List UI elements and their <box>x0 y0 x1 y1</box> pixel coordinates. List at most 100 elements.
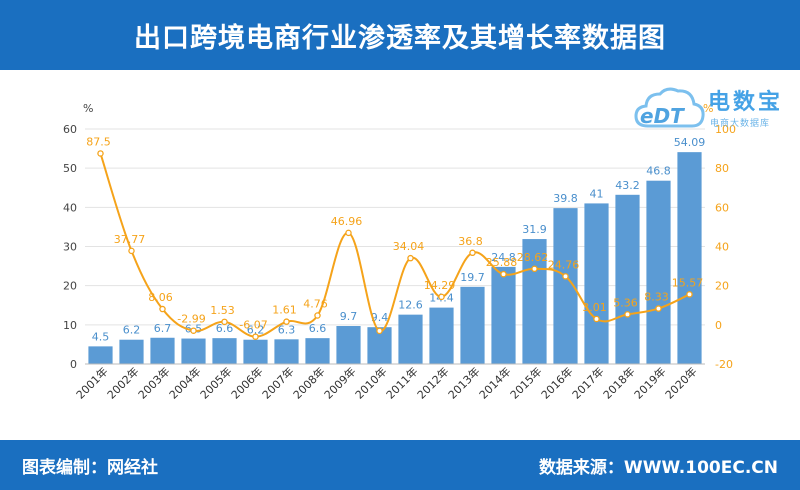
bar-value-label: 6.2 <box>247 324 265 337</box>
line-point <box>314 312 321 319</box>
logo-text-en: eDT <box>640 104 684 128</box>
line-point <box>686 291 693 298</box>
x-tick-label: 2006年 <box>228 364 265 401</box>
logo-text-cn: 电数宝 <box>708 90 784 115</box>
bar <box>522 239 547 364</box>
line-value-label: 8.33 <box>644 291 669 304</box>
bar-value-label: 9.7 <box>340 310 358 323</box>
line-point <box>283 318 290 325</box>
y-left-tick-label: 50 <box>63 162 77 175</box>
bar <box>460 286 485 364</box>
line-point <box>159 305 166 313</box>
bar <box>491 266 516 364</box>
cloud-icon <box>634 87 705 128</box>
line-point <box>128 247 135 255</box>
line-value-label: 25.88 <box>486 256 518 269</box>
bar <box>274 339 299 364</box>
line-value-label: -2.99 <box>177 313 205 326</box>
line-value-label: 5.36 <box>613 296 638 309</box>
x-tick-label: 2002年 <box>104 364 141 401</box>
line-value-label: 14.29 <box>424 279 456 292</box>
line-point <box>438 293 445 301</box>
x-tick-label: 2019年 <box>631 364 668 401</box>
line-point <box>469 249 476 257</box>
y-right-tick-label: 60 <box>715 201 729 214</box>
bar-value-label: 6.7 <box>154 322 172 335</box>
bar <box>336 326 361 364</box>
y-right-tick-label: 80 <box>715 162 729 175</box>
x-tick-label: 2017年 <box>569 364 606 401</box>
x-tick-label: 2003年 <box>135 364 172 401</box>
y-right-tick-label: 0 <box>715 319 722 332</box>
line-point <box>562 273 569 280</box>
line-point <box>531 265 538 273</box>
line-value-label: 36.8 <box>458 235 483 248</box>
line-point <box>190 327 197 334</box>
line-point <box>97 150 104 157</box>
line-point <box>624 311 631 318</box>
y-left-tick-label: 60 <box>63 123 77 136</box>
x-tick-label: 2020年 <box>662 364 699 401</box>
y-left-tick-label: 10 <box>63 319 77 332</box>
y-right-tick-label: 100 <box>715 123 736 136</box>
bar-value-label: 6.2 <box>123 324 141 337</box>
bar-value-label: 24.8 <box>491 251 516 264</box>
bar <box>119 339 144 364</box>
line-point <box>252 333 259 340</box>
line-value-label: 87.5 <box>86 135 111 148</box>
bar <box>150 337 175 364</box>
x-tick-label: 2014年 <box>476 364 513 401</box>
bar-value-label: 4.5 <box>92 330 110 343</box>
y-right-unit: % <box>703 102 713 115</box>
footer-source: 数据来源：WWW.100EC.CN <box>538 457 778 478</box>
bar <box>398 314 423 364</box>
line-value-label: 1.53 <box>210 304 235 317</box>
line-value-label: 24.76 <box>548 258 580 271</box>
line-value-label: 15.57 <box>672 276 704 289</box>
x-tick-label: 2009年 <box>321 364 358 401</box>
line-point <box>593 315 600 323</box>
bar-value-label: 43.2 <box>615 179 640 192</box>
line-value-label: 28.62 <box>517 251 549 264</box>
logo-subtext: 电商大数据库 <box>710 119 771 129</box>
bar-value-label: 41 <box>590 187 604 200</box>
chart-title: 出口跨境电商行业渗透率及其增长率数据图 <box>0 0 800 70</box>
logo: eDT 电数宝 电商大数据库 <box>634 82 794 134</box>
x-tick-label: 2013年 <box>445 364 482 401</box>
y-left-tick-label: 0 <box>70 358 77 371</box>
line-point <box>655 305 662 312</box>
bar-value-label: 31.9 <box>522 223 547 236</box>
y-left-tick-label: 20 <box>63 280 77 293</box>
line-value-label: 34.04 <box>393 240 425 253</box>
bar <box>243 339 268 364</box>
bar <box>88 346 113 364</box>
bar-value-label: 19.7 <box>460 271 485 284</box>
bar <box>181 338 206 364</box>
line-point <box>345 229 352 237</box>
bar <box>212 338 237 364</box>
footer-credit: 图表编制：网经社 <box>22 457 158 478</box>
bar-value-label: 6.6 <box>216 322 234 335</box>
x-tick-label: 2016年 <box>538 364 575 401</box>
bar <box>615 194 640 364</box>
line-value-label: -6.07 <box>239 319 267 332</box>
bar-value-label: 6.6 <box>309 322 327 335</box>
x-tick-label: 2018年 <box>600 364 637 401</box>
x-tick-label: 2008年 <box>290 364 327 401</box>
line-value-label: 8.06 <box>148 291 173 304</box>
bar-value-label: 54.09 <box>674 136 706 149</box>
line-value-label: 3.01 <box>582 301 607 314</box>
line-value-label: 4.76 <box>303 298 328 311</box>
x-tick-label: 2007年 <box>259 364 296 401</box>
y-right-tick-label: 20 <box>715 280 729 293</box>
line-point <box>376 327 383 335</box>
y-left-unit: % <box>83 102 93 115</box>
line-point <box>407 254 414 262</box>
bar-value-label: 6.3 <box>278 323 296 336</box>
bar-value-label: 9.4 <box>371 311 389 324</box>
y-right-tick-label: 40 <box>715 241 729 254</box>
x-tick-label: 2011年 <box>383 364 420 401</box>
bar <box>429 307 454 364</box>
x-tick-label: 2010年 <box>352 364 389 401</box>
line-value-label: 37.77 <box>114 233 146 246</box>
